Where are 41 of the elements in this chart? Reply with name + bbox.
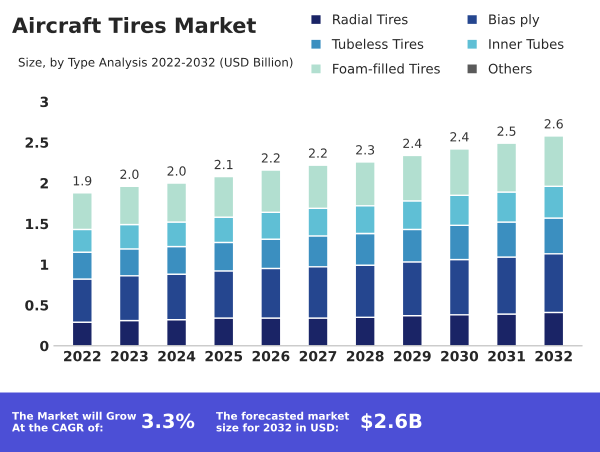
x-tick-label: 2026 xyxy=(252,350,290,362)
x-tick-label: 2022 xyxy=(64,350,100,362)
legend-label: Others xyxy=(488,63,532,74)
x-tick-label: 2027 xyxy=(300,350,336,362)
y-tick-label: 2.5 xyxy=(26,137,48,148)
total-label: 2.5 xyxy=(498,126,516,136)
legend-label: Inner Tubes xyxy=(489,38,564,49)
y-tick-label: 1.5 xyxy=(26,218,48,230)
total-label: 1.9 xyxy=(74,176,92,186)
y-tick-label: 1 xyxy=(41,260,48,270)
x-tick-label: 2023 xyxy=(111,350,148,362)
legend-label: Radial Tires xyxy=(333,14,408,24)
x-tick-label: 2032 xyxy=(535,350,572,362)
total-label: 2.4 xyxy=(403,138,422,148)
text: $2.6B xyxy=(362,413,422,431)
total-label: 2.3 xyxy=(356,145,374,155)
total-label: 2.2 xyxy=(308,148,327,158)
chart-subtitle: Size, by Type Analysis 2022-2032 (USD Billion) xyxy=(18,58,292,69)
total-label: 2.1 xyxy=(214,160,232,170)
legend-label: Tubeless Tires xyxy=(332,38,424,49)
y-tick-label: 3 xyxy=(40,96,48,108)
total-label: 2.4 xyxy=(450,132,469,142)
chart-title: Aircraft Tires Market xyxy=(12,17,256,34)
total-label: 2.6 xyxy=(544,119,563,129)
text: 3.3% xyxy=(142,414,194,428)
legend-label: Foam-filled Tires xyxy=(333,63,440,74)
x-tick-label: 2031 xyxy=(488,350,525,362)
total-label: 2.0 xyxy=(168,166,186,176)
text: The forecasted market size for 2032 in USD: xyxy=(216,412,350,432)
x-tick-label: 2029 xyxy=(394,350,431,362)
y-tick-label: 2 xyxy=(40,178,48,188)
x-tick-label: 2030 xyxy=(441,350,478,362)
x-tick-label: 2024 xyxy=(158,350,196,362)
x-tick-label: 2025 xyxy=(205,350,242,362)
text: The Market will Grow At the CAGR of: xyxy=(12,412,136,432)
x-tick-label: 2028 xyxy=(346,350,384,362)
legend-label: Bias ply xyxy=(489,14,540,27)
total-label: 2.0 xyxy=(120,170,139,180)
y-tick-label: 0.5 xyxy=(25,300,48,311)
y-tick-label: 0 xyxy=(40,340,48,352)
total-label: 2.2 xyxy=(262,153,280,163)
